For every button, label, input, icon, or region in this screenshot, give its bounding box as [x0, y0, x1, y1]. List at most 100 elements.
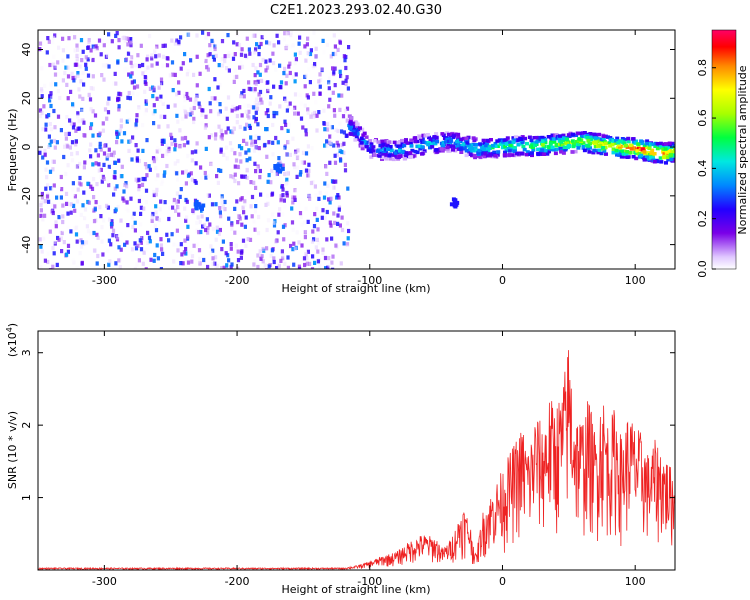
- heatmap-cell: [247, 148, 251, 153]
- heatmap-cell: [291, 184, 295, 189]
- heatmap-cell: [109, 152, 114, 157]
- heatmap-cell: [341, 114, 346, 119]
- heatmap-cell: [179, 261, 183, 266]
- heatmap-cell: [40, 249, 44, 254]
- heatmap-cell: [59, 236, 63, 241]
- heatmap-cell: [218, 227, 222, 233]
- heatmap-cell: [378, 151, 383, 155]
- heatmap-cell: [107, 262, 111, 267]
- heatmap-cell: [629, 147, 634, 151]
- heatmap-cell: [209, 109, 213, 114]
- heatmap-cell: [254, 169, 258, 174]
- heatmap-cell: [256, 169, 260, 175]
- heatmap-cell: [245, 122, 249, 127]
- heatmap-cell: [144, 67, 148, 72]
- heatmap-cell: [478, 142, 483, 146]
- heatmap-cell: [209, 162, 214, 167]
- heatmap-cell: [330, 236, 334, 241]
- heatmap-cell: [237, 42, 242, 48]
- heatmap-cell: [309, 114, 313, 119]
- heatmap-cell: [44, 167, 48, 172]
- heatmap-cell: [328, 134, 332, 139]
- heatmap-cell: [295, 117, 300, 122]
- heatmap-cell: [542, 152, 547, 156]
- heatmap-cell: [63, 144, 67, 149]
- heatmap-cell: [45, 50, 49, 55]
- heatmap-cell: [280, 212, 285, 217]
- heatmap-cell: [250, 139, 254, 144]
- heatmap-cell: [308, 194, 312, 199]
- heatmap-cell: [89, 86, 93, 91]
- heatmap-cell: [73, 226, 77, 231]
- heatmap-cell: [336, 143, 340, 148]
- heatmap-cell: [360, 127, 365, 132]
- heatmap-cell: [224, 130, 228, 135]
- heatmap-cell: [310, 146, 314, 151]
- heatmap-cell: [131, 224, 135, 229]
- heatmap-cell: [175, 92, 179, 97]
- heatmap-cell: [220, 247, 224, 252]
- heatmap-cell: [254, 116, 258, 122]
- heatmap-cell: [115, 184, 119, 189]
- heatmap-cell: [458, 147, 463, 151]
- heatmap-cell: [318, 263, 322, 268]
- heatmap-cell: [315, 113, 319, 118]
- heatmap-cell: [261, 106, 265, 111]
- heatmap-cell: [249, 144, 253, 150]
- heatmap-cell: [628, 143, 633, 148]
- heatmap-cell: [146, 54, 150, 59]
- heatmap-cell: [299, 116, 304, 121]
- heatmap-cell: [360, 146, 365, 151]
- heatmap-cell: [330, 185, 334, 190]
- heatmap-cell: [81, 66, 85, 71]
- heatmap-cell: [326, 265, 330, 269]
- heatmap-cell: [272, 43, 276, 48]
- heatmap-cell: [426, 140, 431, 145]
- heatmap-cell: [159, 243, 163, 248]
- heatmap-cell: [200, 175, 204, 180]
- y-tick-label: 3: [20, 349, 33, 356]
- heatmap-cell: [631, 155, 636, 159]
- heatmap-cell: [215, 263, 219, 268]
- heatmap-blob-cell: [453, 199, 458, 204]
- heatmap-cell: [667, 141, 672, 145]
- heatmap-cell: [142, 250, 146, 255]
- heatmap-cell: [146, 230, 150, 235]
- heatmap-cell: [52, 159, 56, 164]
- heatmap-cell: [412, 136, 417, 140]
- heatmap-cell: [642, 143, 647, 147]
- heatmap-cell: [165, 63, 170, 68]
- heatmap-cell: [296, 154, 300, 160]
- heatmap-cell: [56, 114, 61, 119]
- x-tick-label: -100: [357, 274, 382, 287]
- heatmap-cell: [642, 158, 647, 162]
- heatmap-cell: [65, 115, 69, 120]
- heatmap-cell: [523, 136, 528, 141]
- colorbar-tick-label: 0.8: [696, 59, 709, 77]
- heatmap-cell: [453, 148, 458, 153]
- heatmap-cell: [113, 170, 117, 175]
- heatmap-cell: [372, 153, 377, 157]
- heatmap-cell: [177, 204, 181, 209]
- heatmap-cell: [195, 54, 199, 59]
- heatmap-cell: [119, 218, 123, 223]
- heatmap-cell: [144, 267, 148, 269]
- heatmap-cell: [64, 136, 68, 141]
- heatmap-cell: [151, 94, 155, 99]
- heatmap-cell: [130, 55, 134, 60]
- heatmap-cell: [150, 56, 154, 61]
- heatmap-cell: [110, 39, 114, 44]
- heatmap-cell: [342, 241, 346, 246]
- heatmap-cell: [271, 77, 275, 82]
- heatmap-cell: [179, 242, 183, 247]
- heatmap-cell: [105, 116, 109, 121]
- heatmap-cell: [341, 80, 345, 85]
- heatmap-cell: [503, 150, 507, 155]
- heatmap-cell: [157, 179, 161, 184]
- heatmap-cell: [154, 177, 158, 182]
- heatmap-cell: [312, 237, 316, 242]
- heatmap-cell: [467, 143, 471, 147]
- heatmap-cell: [65, 110, 69, 116]
- heatmap-cell: [252, 148, 257, 153]
- heatmap-cell: [173, 36, 177, 41]
